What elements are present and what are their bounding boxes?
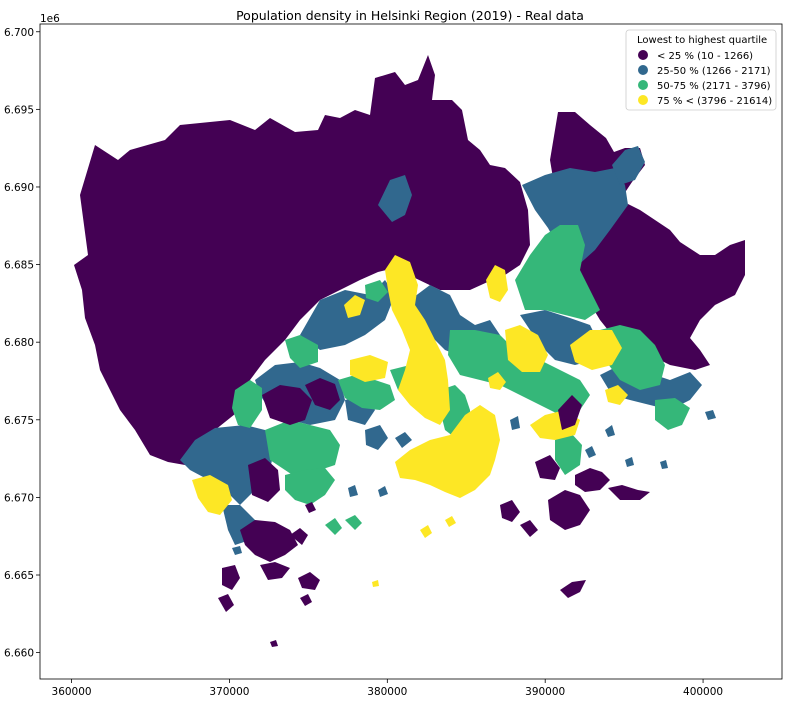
x-tick-label: 360000 <box>52 686 92 698</box>
region-q1-east-peninsula <box>558 395 582 430</box>
region-q4-islet-south <box>420 525 432 538</box>
island-q2-1 <box>395 432 412 448</box>
x-axis: 360000 370000 380000 390000 400000 <box>52 679 723 698</box>
region-q4-islet-center <box>488 372 506 390</box>
island-q1-se-5 <box>560 580 586 598</box>
island-q1-sw-9 <box>305 502 316 513</box>
legend-box <box>625 29 777 111</box>
island-q2-8 <box>625 457 634 467</box>
island-q1-sw-6 <box>300 594 312 606</box>
region-q1-center-2 <box>305 378 340 410</box>
region-q4-north-spur <box>486 265 508 302</box>
region-q4-center-west <box>350 355 388 382</box>
region-q4-islet-far <box>372 580 379 587</box>
region-q4-west-patch <box>344 295 365 318</box>
y-tick-label: 6.690 <box>4 182 34 194</box>
island-q2-5 <box>378 486 388 497</box>
region-q3-islet-4 <box>345 515 362 530</box>
y-tick-label: 6.700 <box>4 27 34 39</box>
island-q1-se-4 <box>608 485 650 500</box>
region-q4-west-coast <box>192 475 232 515</box>
island-q2-9 <box>660 460 668 469</box>
x-tick-label: 390000 <box>525 686 565 698</box>
region-q4-islet-3 <box>445 516 456 527</box>
x-tick-label: 400000 <box>683 686 723 698</box>
legend-label-q4: 75 % < (3796 - 21614) <box>657 96 772 107</box>
chart-title: Population density in Helsinki Region (2… <box>236 8 584 23</box>
y-tick-label: 6.665 <box>4 570 34 582</box>
region-q3-islet-3 <box>325 518 342 535</box>
legend-marker-q4 <box>638 95 648 105</box>
x-tick-label: 370000 <box>209 686 249 698</box>
region-q2-north-center <box>378 175 412 222</box>
region-q4-east-mid <box>505 325 548 372</box>
x-tick-label: 380000 <box>367 686 407 698</box>
region-q3-islet-south <box>555 432 582 475</box>
region-q3-islet-east <box>655 398 690 430</box>
region-base-west <box>74 55 530 465</box>
region-q3-center-west <box>338 375 395 410</box>
island-q1-sw-8 <box>290 528 308 545</box>
region-q2-islet-1 <box>365 425 388 450</box>
y-tick-label: 6.670 <box>4 492 34 504</box>
y-axis: 6.660 6.665 6.670 6.675 6.680 6.685 6.690 6.695… <box>4 27 40 660</box>
region-q4-city-centre <box>385 255 450 425</box>
y-tick-label: 6.675 <box>4 415 34 427</box>
island-q1-se-6 <box>500 500 520 522</box>
region-q3-inner-2 <box>285 335 318 368</box>
legend-label-q3: 50-75 % (2171 - 3796) <box>657 81 771 92</box>
legend-label-q2: 25-50 % (1266 - 2171) <box>657 66 771 77</box>
island-q1-se-7 <box>520 520 538 537</box>
region-q3-north-patch <box>365 280 388 302</box>
region-q4-east-right <box>570 330 622 370</box>
island-q2-4 <box>348 485 358 497</box>
legend-title: Lowest to highest quartile <box>637 35 767 46</box>
legend-marker-q2 <box>638 65 648 75</box>
island-q1-sw-7 <box>270 640 278 647</box>
legend-marker-q3 <box>638 80 648 90</box>
region-q1-center-1 <box>262 385 312 425</box>
island-q1-sw-4 <box>298 572 320 590</box>
region-q4-peninsula <box>395 405 500 498</box>
island-q1-sw-1 <box>240 520 298 562</box>
island-q1-sw-3 <box>222 565 240 590</box>
legend-marker-q1 <box>638 50 648 60</box>
island-q1-se-1 <box>575 468 610 492</box>
legend: Lowest to highest quartile < 25 % (10 - … <box>625 29 777 111</box>
y-tick-label: 6.685 <box>4 260 34 272</box>
island-q2-7 <box>705 410 716 420</box>
island-q2-10 <box>585 446 596 458</box>
region-q4-islet-east <box>605 385 628 405</box>
legend-label-q1: < 25 % (10 - 1266) <box>657 51 753 62</box>
y-offset-label: 1e6 <box>40 13 60 25</box>
y-tick-label: 6.695 <box>4 104 34 116</box>
island-q1-se-2 <box>535 455 560 480</box>
region-q1-southwest <box>248 458 280 502</box>
island-q1-se-3 <box>548 490 590 530</box>
map-area <box>74 55 745 647</box>
island-q2-3 <box>605 425 615 437</box>
island-q1-sw-5 <box>218 594 234 612</box>
region-q3-east-inner <box>515 225 600 320</box>
region-q3-west <box>232 380 262 428</box>
island-q2-6 <box>232 546 242 555</box>
region-q2-spur <box>612 146 645 185</box>
island-q2-2 <box>510 416 520 430</box>
region-q3-south-coast <box>285 468 335 505</box>
region-q2-north-east <box>522 168 628 268</box>
y-tick-label: 6.680 <box>4 337 34 349</box>
y-tick-label: 6.660 <box>4 648 34 660</box>
region-q3-center-south <box>448 330 590 415</box>
plot-frame <box>39 23 783 680</box>
island-q1-sw-2 <box>260 562 290 580</box>
region-q3-southwest <box>265 420 340 480</box>
